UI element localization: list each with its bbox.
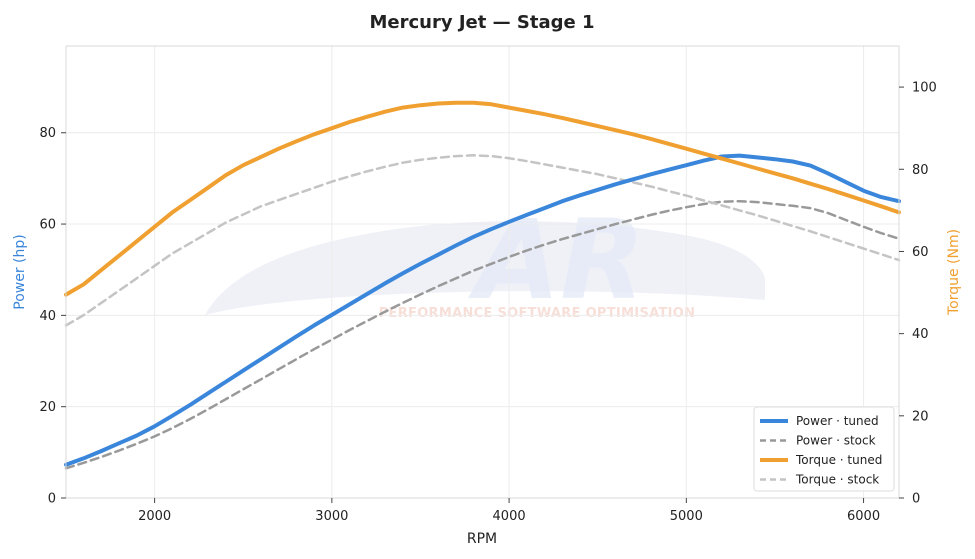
y-left-tick-label: 60	[39, 218, 56, 233]
y-right-tick-label: 0	[912, 492, 920, 507]
series-line-power-stock	[64, 199, 901, 470]
plot-frame	[65, 45, 900, 499]
y-left-tick-label: 0	[48, 492, 56, 507]
y-right-tick-label: 80	[912, 163, 929, 178]
y-right-tick-label: 40	[912, 327, 929, 342]
chart-title: Mercury Jet — Stage 1	[370, 12, 595, 33]
series-line-torque-tuned	[64, 100, 901, 297]
y-left-ticks: 0 20 40 60 80	[39, 126, 66, 507]
watermark-logo-text: AR	[467, 196, 645, 324]
y-right-ticks: 0 20 40 60 80 100	[899, 81, 937, 507]
x-tick-label: 2000	[138, 509, 171, 524]
legend: Power · tuned Power · stock Torque · tuned…	[753, 406, 895, 492]
legend-label: Power · tuned	[796, 414, 879, 428]
x-axis-title: RPM	[467, 531, 497, 547]
y-right-axis-title: Torque (Nm)	[946, 229, 962, 316]
series-line-power-tuned	[64, 153, 901, 467]
x-tick-label: 6000	[847, 509, 880, 524]
legend-box	[753, 406, 895, 492]
watermark-car-silhouette-icon	[205, 221, 765, 315]
legend-label: Torque · tuned	[795, 453, 882, 467]
y-right-tick-label: 20	[912, 409, 929, 424]
watermark-text: PERFORMANCE SOFTWARE OPTIMISATION	[379, 306, 696, 321]
x-ticks: 2000 3000 4000 5000 6000	[138, 498, 880, 524]
y-left-tick-label: 80	[39, 126, 56, 141]
series-layer	[64, 100, 901, 470]
y-right-tick-label: 60	[912, 245, 929, 260]
y-left-tick-label: 20	[39, 400, 56, 415]
y-left-tick-label: 40	[39, 309, 56, 324]
legend-label: Power · stock	[796, 434, 876, 448]
x-tick-label: 3000	[315, 509, 348, 524]
y-right-tick-label: 100	[912, 81, 937, 96]
y-left-axis-title: Power (hp)	[12, 234, 28, 309]
series-line-torque-stock	[64, 154, 901, 327]
watermark: AR PERFORMANCE SOFTWARE OPTIMISATION	[205, 196, 765, 324]
x-tick-label: 4000	[493, 509, 526, 524]
x-tick-label: 5000	[670, 509, 703, 524]
legend-label: Torque · stock	[795, 473, 879, 487]
